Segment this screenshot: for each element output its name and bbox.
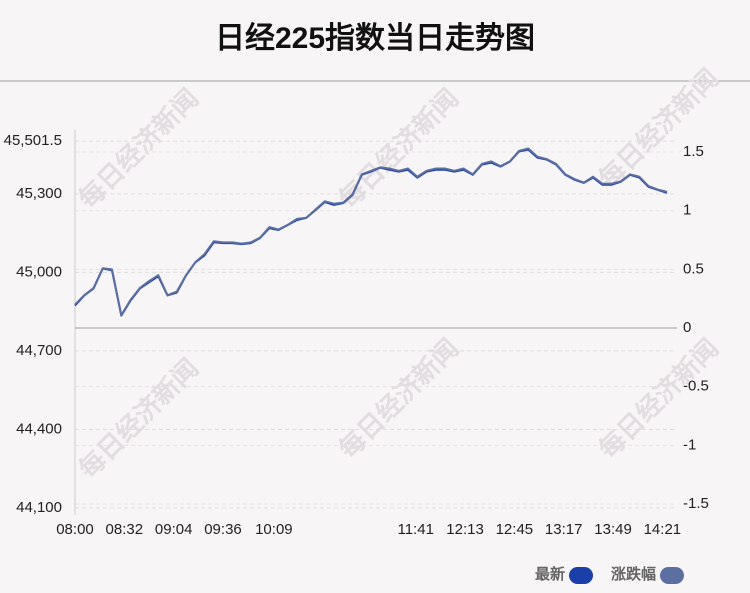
y-tick-label: 45,000 (16, 263, 62, 280)
y-tick-label: 44,100 (16, 499, 62, 516)
y-tick-label: 44,400 (16, 420, 62, 437)
y-tick-label: 45,501.5 (4, 132, 62, 149)
y2-tick-label: 1 (683, 202, 691, 219)
x-tick-label: 12:45 (496, 521, 534, 538)
x-tick-label: 14:21 (644, 521, 682, 538)
legend-label: 涨跌幅 (611, 565, 656, 583)
legend-label: 最新 (535, 565, 565, 583)
y2-tick-label: 0.5 (683, 260, 704, 277)
y-tick-label: 44,700 (16, 342, 62, 359)
x-tick-label: 08:32 (106, 521, 144, 538)
x-tick-label: 09:04 (155, 521, 193, 538)
x-tick-label: 13:17 (545, 521, 583, 538)
x-tick-label: 13:49 (594, 521, 632, 538)
x-tick-label: 12:13 (446, 521, 484, 538)
x-tick-label: 11:41 (397, 521, 433, 538)
legend-swatch (660, 567, 684, 584)
y2-tick-label: 1.5 (683, 143, 704, 160)
y-tick-label: 45,300 (16, 185, 62, 202)
legend-swatch (569, 567, 593, 584)
y2-tick-label: -1.5 (683, 495, 709, 512)
x-tick-label: 09:36 (204, 521, 242, 538)
chart-title: 日经225指数当日走势图 (215, 21, 535, 55)
y2-tick-label: -1 (683, 436, 696, 453)
x-tick-label: 10:09 (255, 521, 293, 538)
y2-tick-label: 0 (683, 319, 691, 336)
y2-tick-label: -0.5 (683, 378, 709, 395)
series-line (74, 147, 668, 317)
x-tick-label: 08:00 (56, 521, 94, 538)
